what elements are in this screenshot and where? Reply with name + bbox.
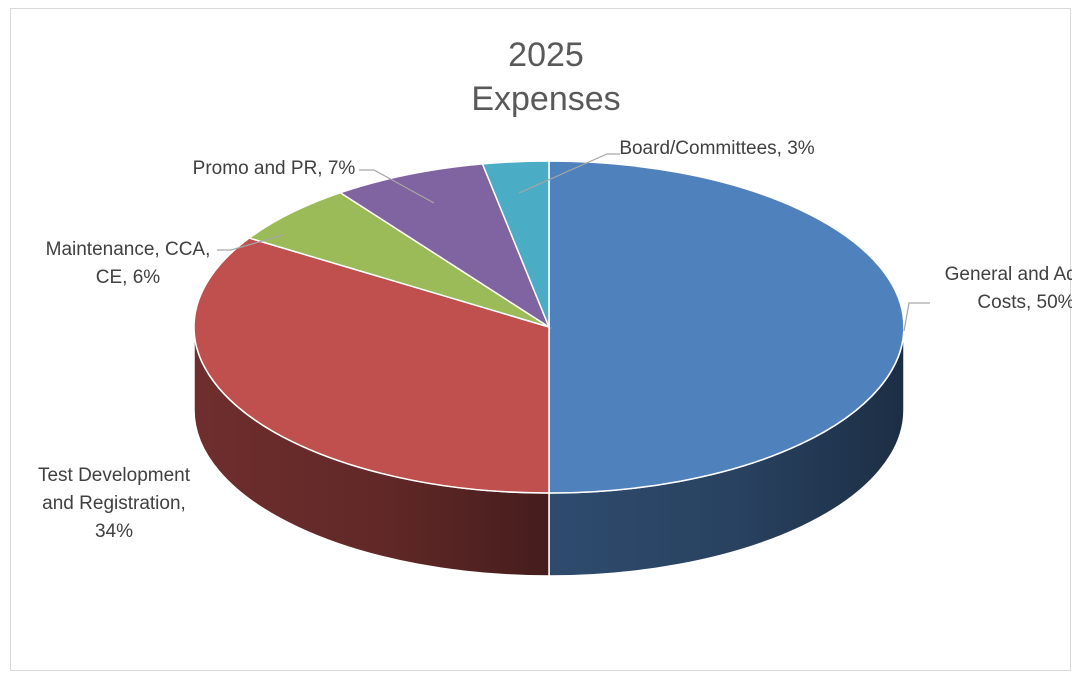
leader-line-promo-and-pr [359, 169, 435, 204]
pie-slice-test-development-and-registration[interactable] [193, 237, 550, 494]
data-label-line: CE, 6% [96, 267, 161, 288]
chart-title-line-2: Expenses [471, 80, 620, 118]
pie-slice-promo-and-pr[interactable] [338, 163, 551, 329]
pie-slices [193, 160, 905, 494]
data-label-line: Board/Committees, 3% [619, 138, 814, 159]
pie-slice-maintenance-cca-ce[interactable] [247, 191, 550, 328]
data-label-line: General and Admin [945, 264, 1072, 285]
chart-title: 2025 Expenses [471, 36, 620, 118]
leader-line-maintenance-cca-ce [217, 234, 284, 251]
pie-slice-board-committees[interactable] [481, 160, 550, 328]
data-label-promo-and-pr: Promo and PR, 7% [193, 158, 356, 179]
chart-title-line-1: 2025 [508, 36, 584, 74]
data-label-general-and-admin-costs: General and Admin Costs, 50% [945, 264, 1072, 313]
data-label-line: Costs, 50% [977, 292, 1072, 313]
data-label-test-development-and-registration: Test Development and Registration, 34% [38, 465, 191, 542]
pie-chart: 2025 Expenses General and Admin Costs, 50… [38, 36, 1072, 577]
data-label-line: Test Development [38, 465, 191, 486]
leader-line-board-committees [518, 153, 620, 194]
chart-area: 2025 Expenses General and Admin Costs, 50… [10, 8, 1072, 671]
data-label-board-committees: Board/Committees, 3% [619, 138, 814, 159]
data-label-line: Maintenance, CCA, [46, 239, 211, 260]
data-label-maintenance-cca-ce: Maintenance, CCA, CE, 6% [46, 239, 211, 288]
data-label-line: 34% [95, 521, 133, 542]
leader-line-general-and-admin-costs [903, 302, 930, 332]
pie-slice-general-and-admin-costs[interactable] [548, 160, 905, 494]
leader-lines [217, 153, 930, 332]
data-labels: General and Admin Costs, 50% Test Developm… [38, 138, 1072, 542]
data-label-line: and Registration, [42, 493, 186, 514]
data-label-line: Promo and PR, 7% [193, 158, 356, 179]
